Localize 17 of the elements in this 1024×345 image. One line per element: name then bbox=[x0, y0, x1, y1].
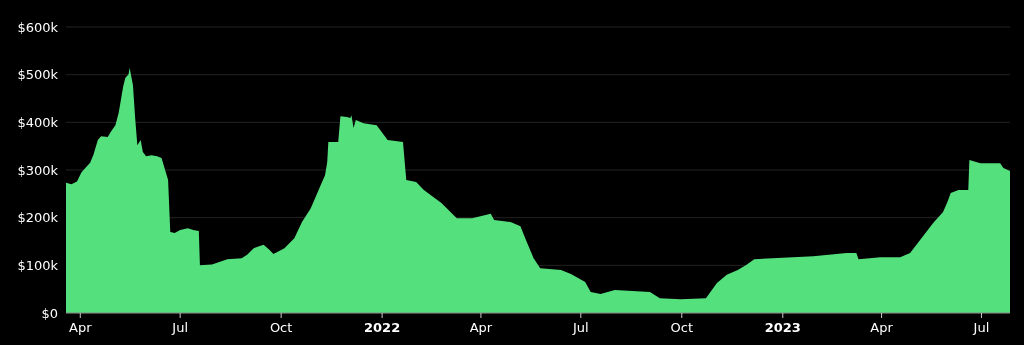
x-tick-label: Oct bbox=[269, 320, 293, 335]
y-tick-label: $500k bbox=[17, 67, 59, 83]
x-tick-label: Jul bbox=[972, 320, 990, 335]
y-tick-label: $400k bbox=[17, 114, 59, 130]
x-tick-label: Apr bbox=[870, 320, 894, 335]
x-tick-label: 2022 bbox=[364, 320, 401, 335]
x-tick-label: Apr bbox=[469, 320, 493, 335]
y-tick-label: $0 bbox=[41, 305, 58, 321]
x-tick-label: Apr bbox=[69, 320, 93, 335]
x-tick-label: Jul bbox=[171, 320, 188, 335]
y-tick-label: $200k bbox=[17, 210, 59, 226]
y-tick-label: $300k bbox=[17, 162, 59, 178]
y-tick-label: $100k bbox=[17, 257, 59, 273]
y-tick-label: $600k bbox=[17, 19, 59, 35]
x-tick-label: Oct bbox=[670, 320, 694, 335]
x-tick-label: 2023 bbox=[764, 320, 801, 335]
x-tick-label: Jul bbox=[571, 320, 589, 335]
